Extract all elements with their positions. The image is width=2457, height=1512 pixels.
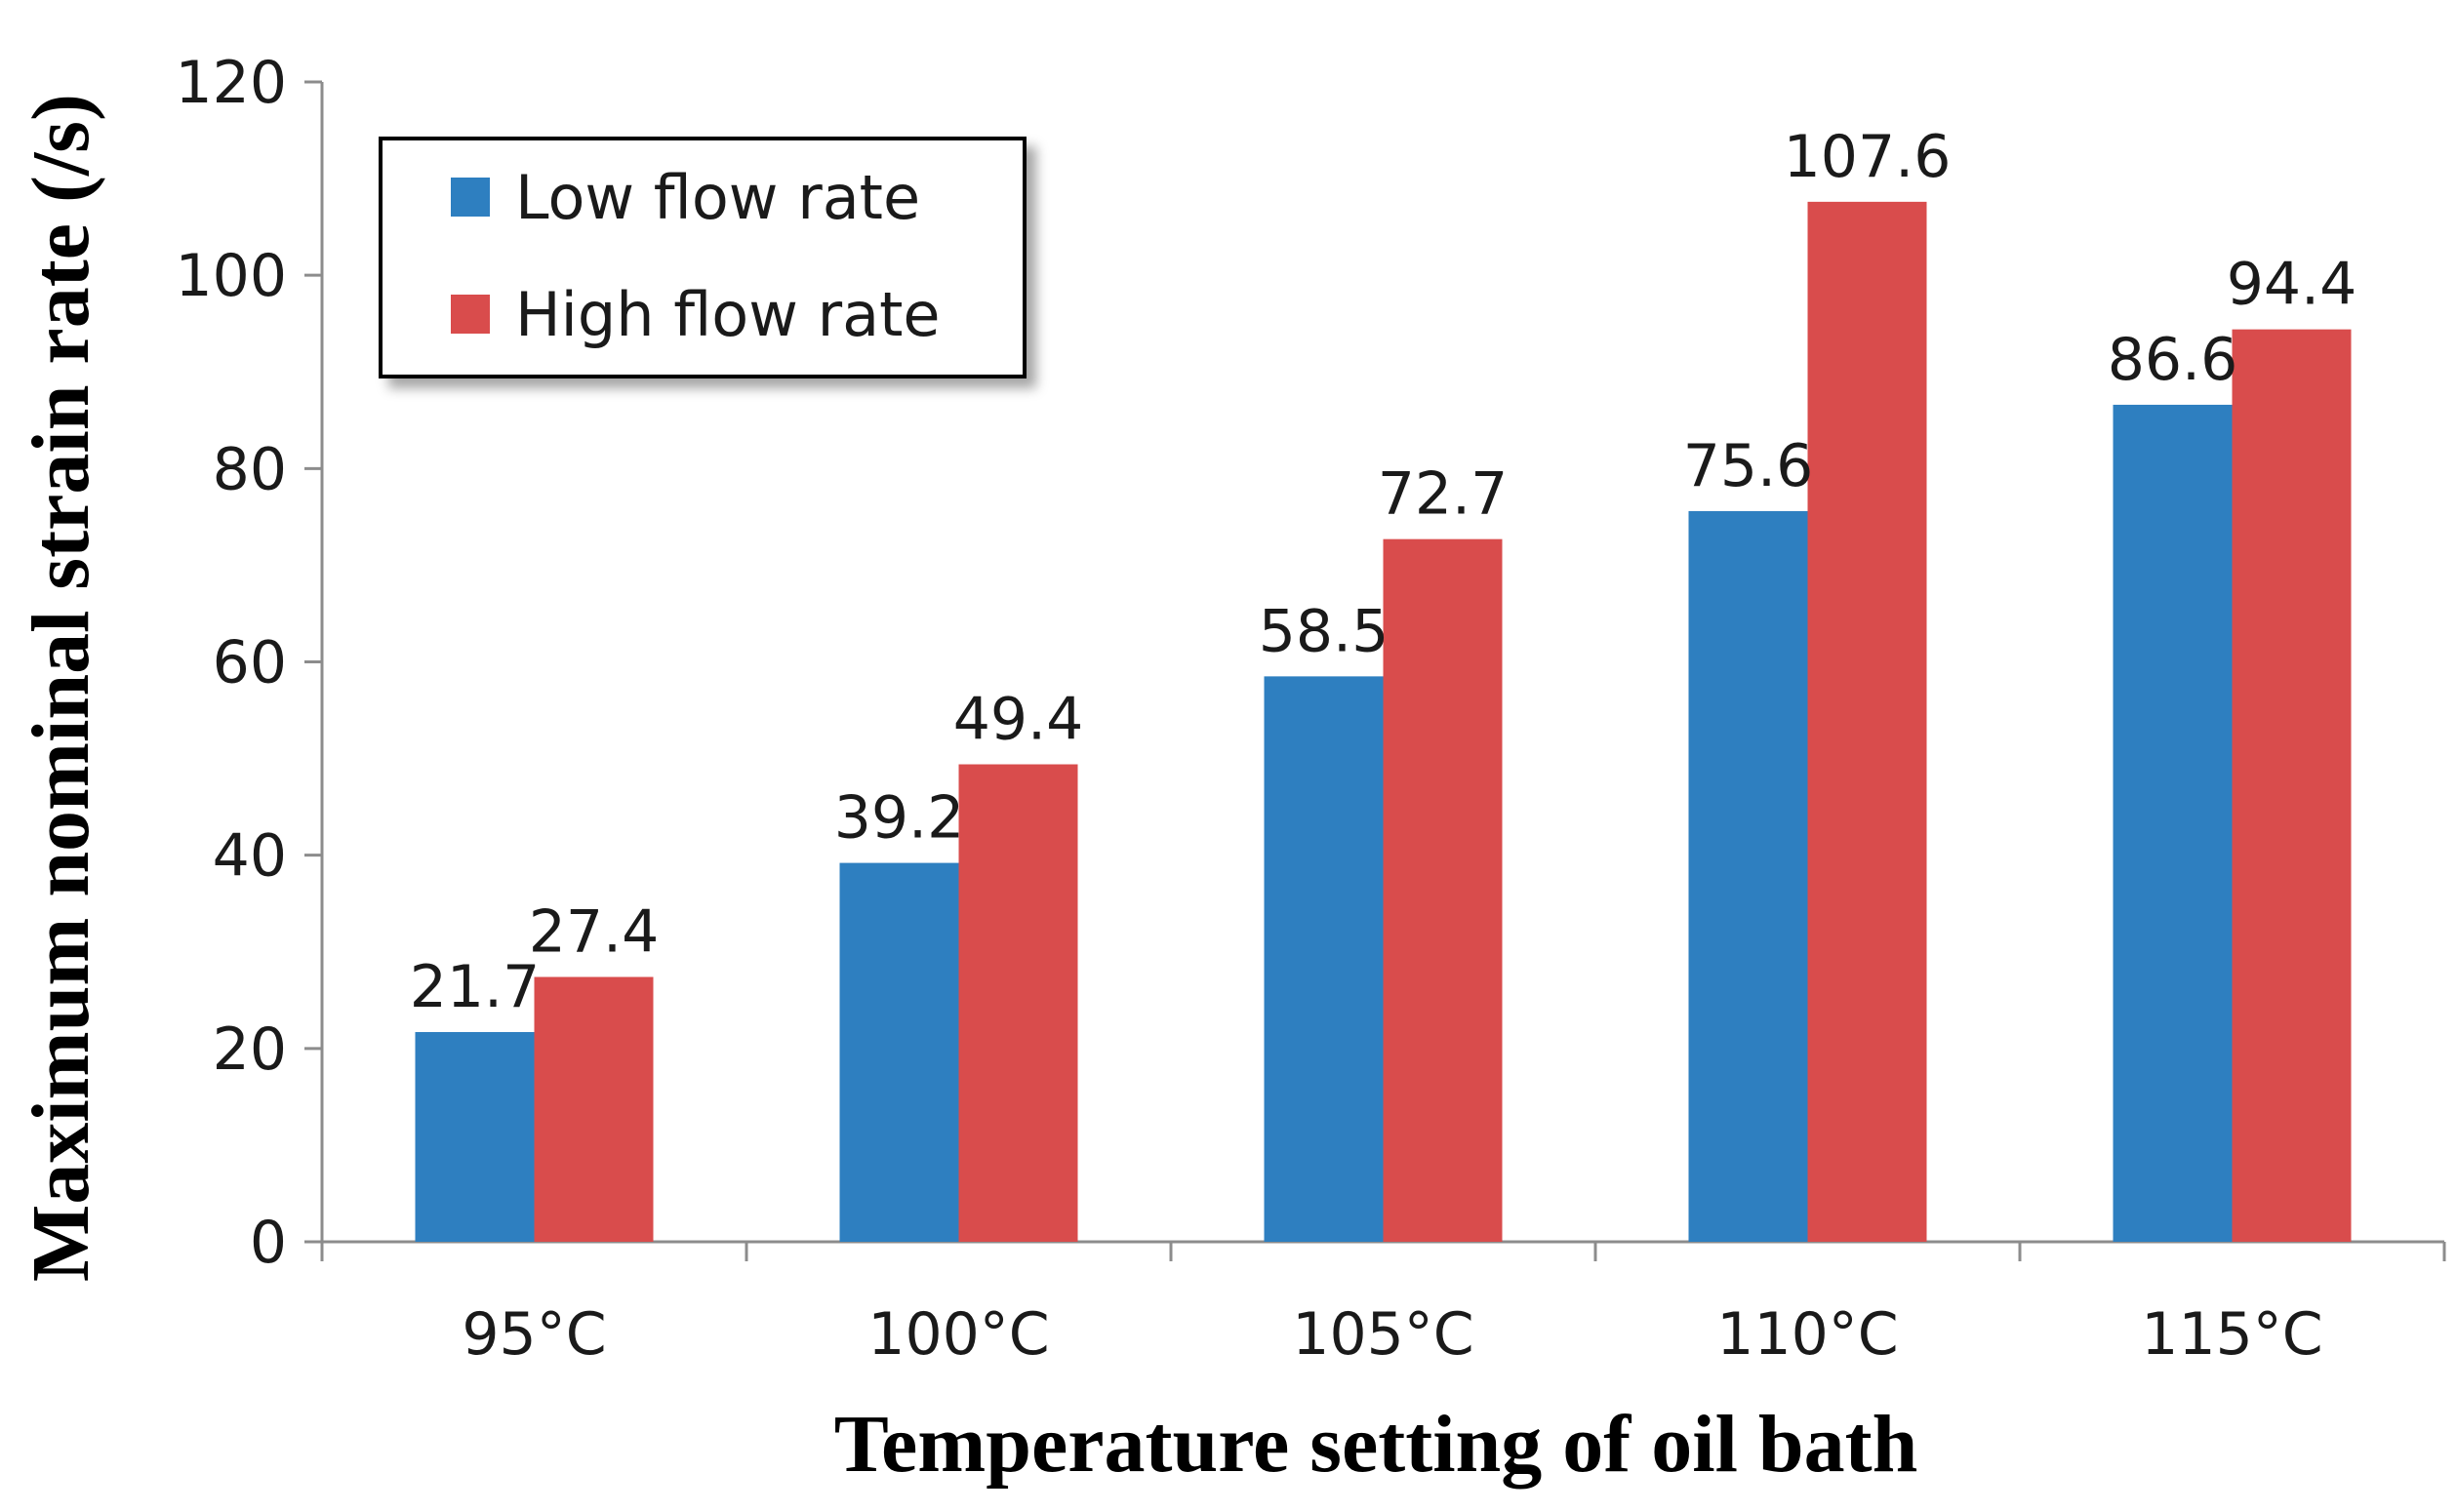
data-label-low: 58.5 [1259, 597, 1390, 665]
bar-high [2232, 329, 2352, 1242]
legend-swatch-low [451, 178, 490, 217]
bar-low [839, 862, 959, 1242]
x-tick-label: 115°C [2141, 1300, 2322, 1369]
y-tick-label: 20 [213, 1015, 287, 1084]
y-tick-label: 100 [175, 242, 287, 310]
x-tick-label: 105°C [1292, 1300, 1473, 1369]
bar-high [534, 976, 654, 1242]
x-tick-label: 95°C [462, 1300, 606, 1369]
legend-swatch-high [451, 295, 490, 334]
bar-high [1383, 538, 1503, 1242]
bar-high [958, 764, 1078, 1242]
data-label-high: 94.4 [2227, 251, 2357, 319]
bar-low [1688, 510, 1808, 1242]
data-label-low: 75.6 [1683, 432, 1814, 500]
y-tick-label: 0 [250, 1209, 287, 1277]
bars [415, 201, 2352, 1243]
legend: Low flow rate High flow rate [379, 137, 1027, 378]
data-label-high: 107.6 [1784, 123, 1952, 191]
y-tick-label: 60 [213, 629, 287, 697]
legend-label-high: High flow rate [515, 279, 941, 350]
data-label-high: 27.4 [529, 898, 660, 967]
x-tick-label: 110°C [1716, 1300, 1898, 1369]
y-tick-label: 120 [175, 49, 287, 117]
bar-low [2113, 404, 2233, 1242]
legend-box [379, 137, 1027, 378]
x-axis-title: Temperature setting of oil bath [834, 1399, 1918, 1490]
y-tick-label: 40 [213, 822, 287, 891]
y-tick-label: 80 [213, 435, 287, 503]
y-axis-title: Maximum nominal strain rate (/s) [16, 94, 106, 1282]
bar-low [415, 1031, 535, 1242]
x-tick-label: 100°C [867, 1300, 1049, 1369]
data-label-low: 39.2 [834, 784, 965, 853]
data-labels: 21.727.4 39.2 49.4 58.5 72.7 75.6 107.6 86.6 94.… [410, 123, 2357, 1021]
axes: 0 20 40 60 80 100 120 95°C 100°C 105°C 110°C 115°C [175, 49, 2446, 1369]
data-label-high: 49.4 [953, 686, 1084, 754]
data-label-high: 72.7 [1378, 460, 1509, 529]
data-label-low: 86.6 [2108, 326, 2238, 394]
legend-label-low: Low flow rate [515, 162, 920, 233]
bar-low [1264, 676, 1384, 1242]
data-label-low: 21.7 [410, 953, 541, 1021]
bar-high [1807, 201, 1927, 1243]
